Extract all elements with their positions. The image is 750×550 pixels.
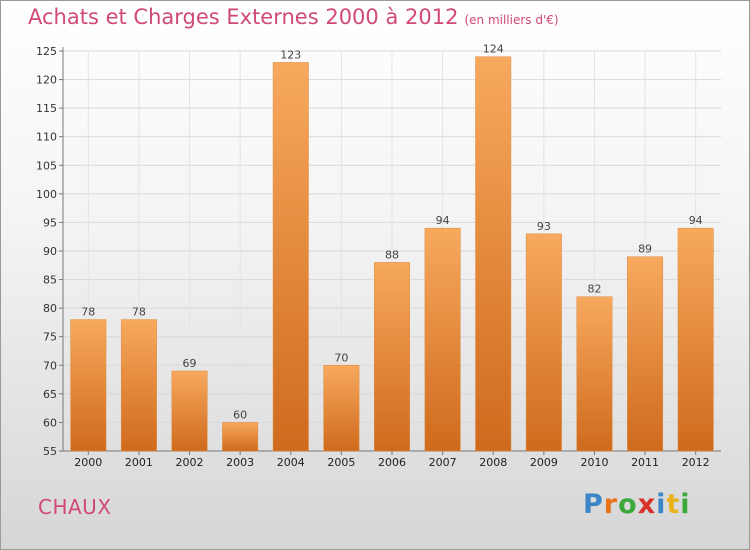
x-tick-label-2006: 2006 [378,456,406,469]
y-tick-label: 115 [36,102,57,115]
x-tick-label-2003: 2003 [226,456,254,469]
y-tick-label: 80 [43,302,57,315]
x-tick-label-2012: 2012 [682,456,710,469]
x-tick-label-2005: 2005 [327,456,355,469]
logo-letter: o [618,489,638,520]
data-label-2011: 89 [638,243,652,256]
y-tick-label: 70 [43,359,57,372]
bar-2004 [272,62,309,452]
x-tick-label-2008: 2008 [479,456,507,469]
logo-letter: i [656,489,667,520]
bar-2003 [222,422,259,452]
logo-letter: P [583,489,604,520]
y-tick-label: 90 [43,245,57,258]
y-tick-label: 55 [43,445,57,458]
y-tick-label: 120 [36,74,57,87]
data-label-2007: 94 [436,214,450,227]
bar-2010 [576,296,613,452]
y-tick-label: 100 [36,188,57,201]
bar-2007 [424,227,461,452]
bar-2012 [677,227,714,452]
bar-2001 [120,319,157,452]
x-tick-label-2009: 2009 [530,456,558,469]
data-label-2001: 78 [132,306,146,319]
y-tick-label: 65 [43,388,57,401]
x-tick-label-2010: 2010 [580,456,608,469]
data-label-2006: 88 [385,248,399,261]
bar-2000 [70,319,107,452]
bar-2009 [525,233,562,452]
y-tick-label: 95 [43,216,57,229]
data-label-2000: 78 [81,306,95,319]
x-tick-label-2001: 2001 [125,456,153,469]
y-tick-labels: 55 60 65 70 75 80 85 90 95 100 105 110 115 120 125 [36,45,57,458]
chart-title: Achats et Charges Externes 2000 à 2012 (e… [28,5,559,29]
commune-name: CHAUX [38,495,112,519]
chart-title-text: Achats et Charges Externes 2000 à 2012 [28,5,459,29]
y-tick-label: 110 [36,131,57,144]
bars [70,56,714,452]
y-tick-label: 60 [43,416,57,429]
data-labels: 78 78 69 60 123 70 88 94 124 93 82 89 94 [81,43,702,422]
logo-letter: r [603,489,619,520]
bar-2011 [627,256,664,452]
x-tick-label-2011: 2011 [631,456,659,469]
y-tick-label: 125 [36,45,57,58]
x-tick-label-2004: 2004 [277,456,305,469]
bar-2006 [374,262,410,452]
data-label-2002: 69 [183,357,197,370]
y-tick-label: 85 [43,274,57,287]
data-label-2010: 82 [587,283,601,296]
data-label-2008: 124 [483,43,504,56]
x-tick-label-2000: 2000 [74,456,102,469]
data-label-2003: 60 [233,408,247,421]
y-tick-label: 75 [43,331,57,344]
bar-2008 [475,56,512,452]
data-label-2009: 93 [537,220,551,233]
x-tick-label-2007: 2007 [429,456,457,469]
logo-letter: t [666,489,681,520]
logo-letter: i [680,489,691,520]
bar-2005 [323,365,360,452]
data-label-2005: 70 [334,351,348,364]
y-tick-label: 105 [36,159,57,172]
x-tick-labels: 2000 2001 2002 2003 2004 2005 2006 2007 2008 2009… [74,456,709,469]
logo-letter: x [637,489,657,520]
bar-2002 [171,370,208,452]
data-label-2012: 94 [689,214,703,227]
data-label-2004: 123 [280,48,301,61]
proxiti-logo: Proxiti [583,489,691,520]
unit-note: (en milliers d'€) [464,13,559,27]
x-tick-label-2002: 2002 [176,456,204,469]
